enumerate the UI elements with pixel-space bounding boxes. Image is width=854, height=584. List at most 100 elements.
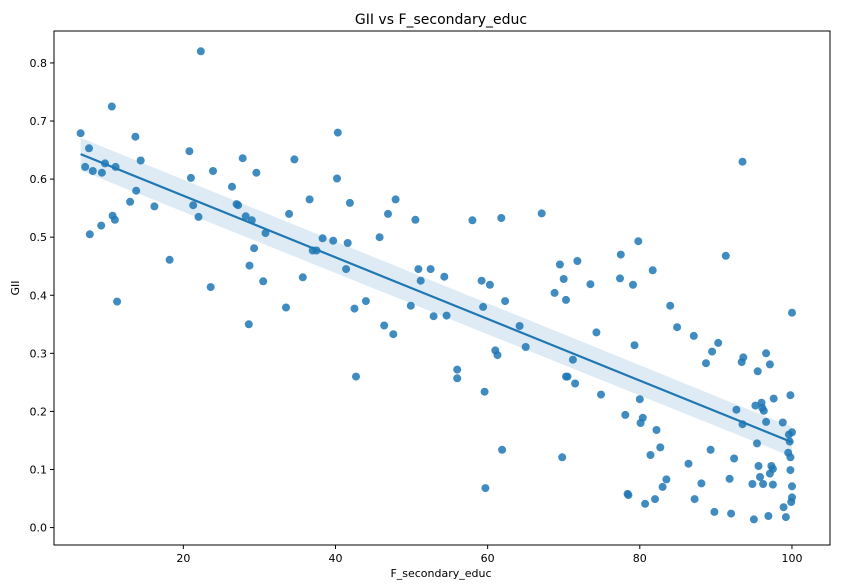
data-point xyxy=(429,312,438,321)
data-point xyxy=(521,343,530,351)
data-point xyxy=(479,302,488,311)
data-point xyxy=(708,347,717,356)
data-point xyxy=(107,102,116,111)
data-point xyxy=(769,394,778,403)
data-point xyxy=(440,272,449,281)
data-point xyxy=(411,215,420,224)
data-point xyxy=(748,480,757,488)
data-point xyxy=(732,405,741,414)
data-point xyxy=(673,323,682,332)
data-point xyxy=(586,280,595,289)
data-point xyxy=(261,229,270,238)
data-point xyxy=(185,147,194,156)
data-point xyxy=(697,479,706,488)
y-tick-label: 0.0 xyxy=(30,522,48,535)
data-point xyxy=(245,261,254,270)
data-point xyxy=(131,132,140,141)
data-point xyxy=(375,233,384,242)
data-point xyxy=(786,466,795,475)
data-point xyxy=(113,297,122,306)
data-point xyxy=(453,374,462,383)
data-point xyxy=(414,265,423,274)
data-point xyxy=(81,162,90,171)
data-point xyxy=(453,365,462,374)
data-point xyxy=(646,451,655,459)
x-tick-label: 20 xyxy=(176,552,190,565)
data-point xyxy=(282,303,290,312)
data-point xyxy=(345,198,354,207)
y-axis-ticks: 0.0 0.1 0.2 0.3 0.4 0.5 0.6 0.7 0.8 xyxy=(30,57,54,535)
data-point xyxy=(641,499,650,508)
data-point xyxy=(329,236,338,245)
data-point xyxy=(481,484,490,493)
data-point xyxy=(779,503,788,512)
data-point xyxy=(343,239,352,247)
data-point xyxy=(189,201,198,210)
data-point xyxy=(97,221,106,230)
data-point xyxy=(165,255,174,264)
data-point xyxy=(788,493,796,502)
data-point xyxy=(568,355,577,364)
data-point xyxy=(786,391,795,400)
data-point xyxy=(788,308,796,317)
data-point xyxy=(630,341,639,350)
data-point xyxy=(749,515,758,524)
y-tick-label: 0.4 xyxy=(30,289,48,302)
data-point xyxy=(136,156,145,165)
data-point xyxy=(573,257,582,265)
data-point xyxy=(559,275,568,283)
data-point xyxy=(762,417,771,426)
data-point xyxy=(788,482,796,491)
data-point xyxy=(759,406,768,415)
data-point xyxy=(333,174,341,183)
data-point xyxy=(764,512,773,520)
data-point xyxy=(563,372,572,381)
data-point xyxy=(468,216,477,225)
data-point xyxy=(342,265,351,274)
x-tick-label: 80 xyxy=(633,552,647,565)
data-point xyxy=(621,410,630,419)
data-point xyxy=(768,464,777,473)
data-point xyxy=(537,209,546,218)
data-point xyxy=(571,379,580,388)
data-point xyxy=(690,495,699,504)
data-point xyxy=(493,351,502,360)
data-point xyxy=(241,212,250,221)
data-point xyxy=(714,338,723,347)
data-point xyxy=(656,443,665,452)
data-point xyxy=(759,480,768,488)
regression-line-layer xyxy=(80,153,793,444)
data-point xyxy=(259,277,268,286)
data-point xyxy=(562,295,570,304)
y-axis-label: GII xyxy=(9,280,22,295)
data-point xyxy=(710,507,719,516)
data-point xyxy=(196,47,205,56)
data-point xyxy=(634,237,643,246)
data-point xyxy=(597,390,605,399)
data-point xyxy=(751,401,760,410)
data-point xyxy=(651,495,659,504)
data-point xyxy=(298,273,307,282)
data-point xyxy=(85,144,93,153)
data-point xyxy=(768,480,777,489)
data-point xyxy=(110,215,119,224)
y-tick-label: 0.3 xyxy=(30,347,48,360)
data-point xyxy=(250,244,259,253)
data-point xyxy=(290,155,299,164)
x-axis-label: F_secondary_educ xyxy=(390,567,491,580)
data-point xyxy=(361,297,370,306)
data-point xyxy=(380,321,389,330)
data-point xyxy=(238,154,247,163)
plot-frame xyxy=(53,30,831,546)
data-point xyxy=(684,459,693,468)
data-point xyxy=(389,330,398,339)
data-point xyxy=(285,209,294,218)
data-point xyxy=(638,413,647,422)
data-point xyxy=(753,367,762,376)
chart-title: GII vs F_secondary_educ xyxy=(355,12,527,28)
data-point xyxy=(252,168,261,177)
data-point xyxy=(333,128,342,137)
x-axis-ticks: 20 40 60 80 100 xyxy=(176,545,802,565)
data-point xyxy=(352,372,360,381)
y-tick-label: 0.5 xyxy=(30,231,48,244)
